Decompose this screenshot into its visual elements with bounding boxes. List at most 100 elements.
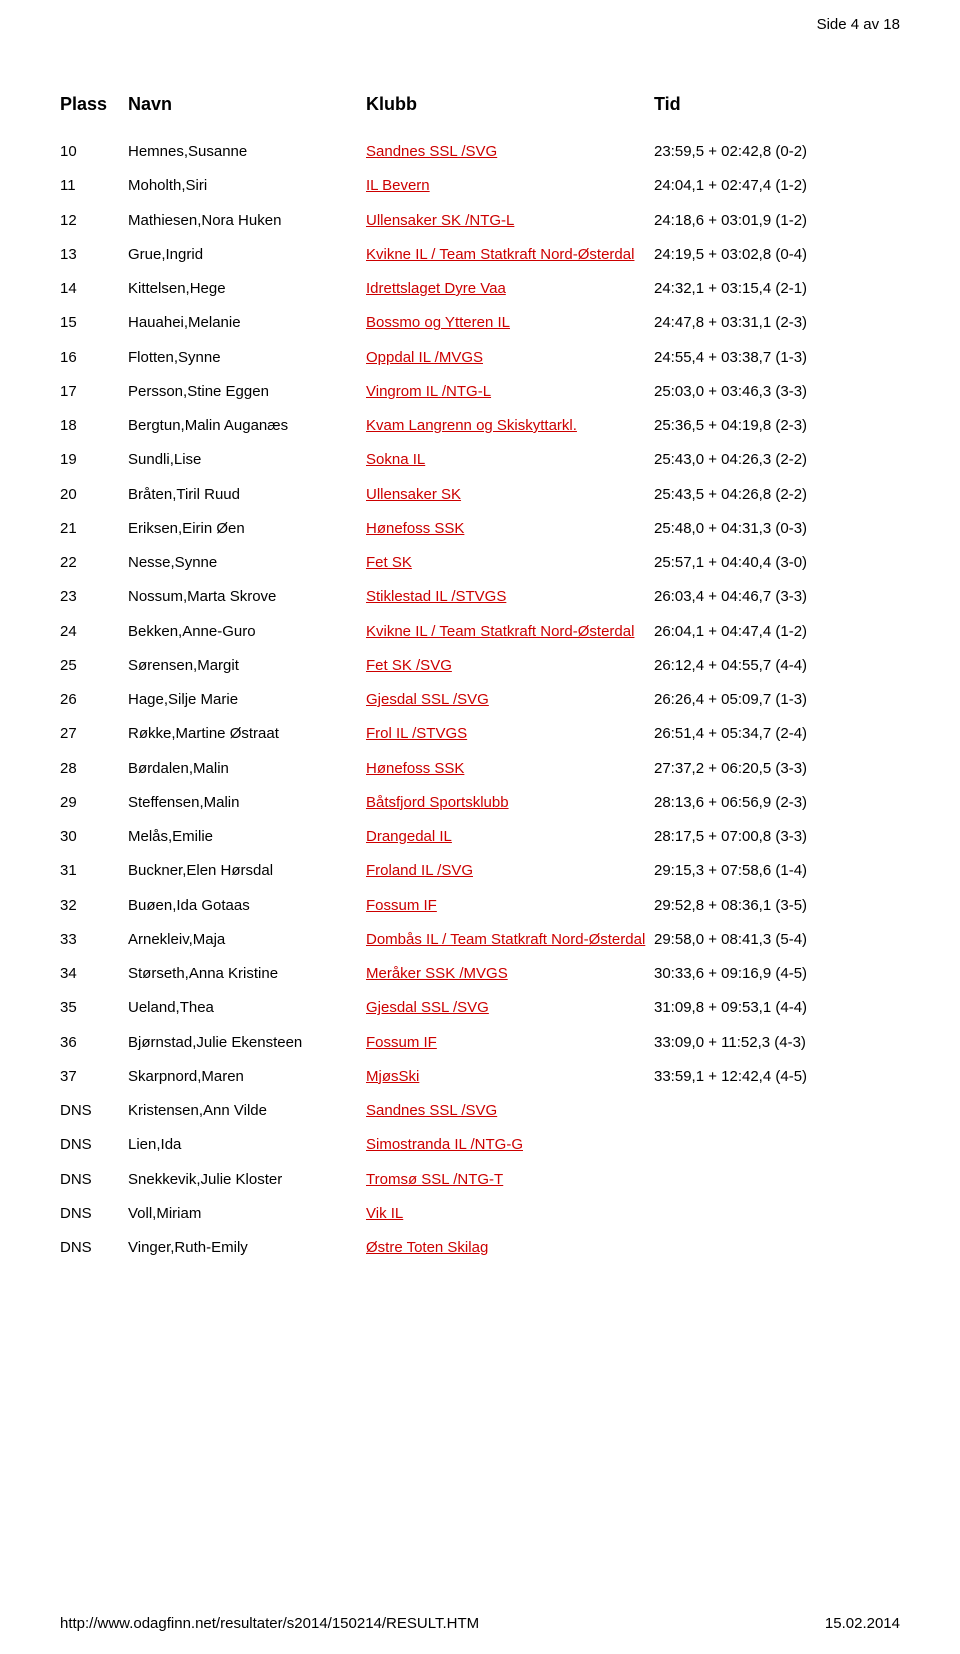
cell-tid: 26:26,4 + 05:09,7 (1-3) — [654, 683, 900, 717]
klubb-link[interactable]: Simostranda IL /NTG-G — [366, 1136, 523, 1153]
cell-tid: 28:17,5 + 07:00,8 (3-3) — [654, 820, 900, 854]
klubb-link[interactable]: Kvikne IL / Team Statkraft Nord-Østerdal — [366, 246, 634, 263]
klubb-link[interactable]: Hønefoss SSK — [366, 520, 464, 537]
klubb-link[interactable]: Meråker SSK /MVGS — [366, 965, 508, 982]
cell-klubb: Stiklestad IL /STVGS — [366, 580, 654, 614]
cell-plass: 15 — [60, 306, 128, 340]
klubb-link[interactable]: Ullensaker SK — [366, 486, 461, 503]
table-row: 15Hauahei,MelanieBossmo og Ytteren IL24:… — [60, 306, 900, 340]
cell-plass: 33 — [60, 923, 128, 957]
klubb-link[interactable]: Kvikne IL / Team Statkraft Nord-Østerdal — [366, 623, 634, 640]
cell-klubb: Sandnes SSL /SVG — [366, 135, 654, 169]
klubb-link[interactable]: Frol IL /STVGS — [366, 725, 467, 742]
cell-klubb: Fet SK — [366, 546, 654, 580]
cell-navn: Røkke,Martine Østraat — [128, 717, 366, 751]
klubb-link[interactable]: Kvam Langrenn og Skiskyttarkl. — [366, 417, 577, 434]
cell-tid: 25:03,0 + 03:46,3 (3-3) — [654, 375, 900, 409]
table-row: 36Bjørnstad,Julie EkensteenFossum IF33:0… — [60, 1026, 900, 1060]
table-row: 12Mathiesen,Nora HukenUllensaker SK /NTG… — [60, 204, 900, 238]
klubb-link[interactable]: Hønefoss SSK — [366, 760, 464, 777]
cell-tid: 24:55,4 + 03:38,7 (1-3) — [654, 341, 900, 375]
cell-klubb: Tromsø SSL /NTG-T — [366, 1163, 654, 1197]
klubb-link[interactable]: Østre Toten Skilag — [366, 1239, 488, 1256]
klubb-link[interactable]: Gjesdal SSL /SVG — [366, 999, 489, 1016]
klubb-link[interactable]: Idrettslaget Dyre Vaa — [366, 280, 506, 297]
klubb-link[interactable]: Froland IL /SVG — [366, 862, 473, 879]
footer-url: http://www.odagfinn.net/resultater/s2014… — [60, 1615, 479, 1632]
table-row: DNSLien,IdaSimostranda IL /NTG-G — [60, 1128, 900, 1162]
table-row: DNSVoll,MiriamVik IL — [60, 1197, 900, 1231]
table-row: 20Bråten,Tiril RuudUllensaker SK25:43,5 … — [60, 478, 900, 512]
klubb-link[interactable]: Båtsfjord Sportsklubb — [366, 794, 509, 811]
klubb-link[interactable]: Oppdal IL /MVGS — [366, 349, 483, 366]
klubb-link[interactable]: Drangedal IL — [366, 828, 452, 845]
cell-navn: Hage,Silje Marie — [128, 683, 366, 717]
cell-navn: Bråten,Tiril Ruud — [128, 478, 366, 512]
klubb-link[interactable]: Sandnes SSL /SVG — [366, 143, 497, 160]
cell-klubb: Kvam Langrenn og Skiskyttarkl. — [366, 409, 654, 443]
table-row: 25Sørensen,MargitFet SK /SVG26:12,4 + 04… — [60, 649, 900, 683]
table-row: 21Eriksen,Eirin ØenHønefoss SSK25:48,0 +… — [60, 512, 900, 546]
cell-plass: 28 — [60, 752, 128, 786]
klubb-link[interactable]: Tromsø SSL /NTG-T — [366, 1171, 503, 1188]
column-header-klubb: Klubb — [366, 88, 654, 135]
cell-tid: 28:13,6 + 06:56,9 (2-3) — [654, 786, 900, 820]
footer-date: 15.02.2014 — [825, 1615, 900, 1632]
klubb-link[interactable]: Fossum IF — [366, 897, 437, 914]
cell-tid — [654, 1094, 900, 1128]
cell-plass: 20 — [60, 478, 128, 512]
cell-navn: Lien,Ida — [128, 1128, 366, 1162]
cell-klubb: Hønefoss SSK — [366, 512, 654, 546]
klubb-link[interactable]: Sokna IL — [366, 451, 425, 468]
table-row: 16Flotten,SynneOppdal IL /MVGS24:55,4 + … — [60, 341, 900, 375]
klubb-link[interactable]: Vik IL — [366, 1205, 403, 1222]
cell-navn: Sørensen,Margit — [128, 649, 366, 683]
table-row: 29Steffensen,MalinBåtsfjord Sportsklubb2… — [60, 786, 900, 820]
klubb-link[interactable]: MjøsSki — [366, 1068, 419, 1085]
cell-klubb: Sokna IL — [366, 443, 654, 477]
cell-navn: Kristensen,Ann Vilde — [128, 1094, 366, 1128]
klubb-link[interactable]: Fet SK /SVG — [366, 657, 452, 674]
cell-navn: Flotten,Synne — [128, 341, 366, 375]
cell-plass: 14 — [60, 272, 128, 306]
cell-klubb: Dombås IL / Team Statkraft Nord-Østerdal — [366, 923, 654, 957]
cell-klubb: Frol IL /STVGS — [366, 717, 654, 751]
cell-navn: Arnekleiv,Maja — [128, 923, 366, 957]
table-row: 18Bergtun,Malin AuganæsKvam Langrenn og … — [60, 409, 900, 443]
klubb-link[interactable]: Ullensaker SK /NTG-L — [366, 212, 514, 229]
cell-plass: 32 — [60, 889, 128, 923]
cell-navn: Persson,Stine Eggen — [128, 375, 366, 409]
results-table: Plass Navn Klubb Tid 10Hemnes,SusanneSan… — [60, 88, 900, 1265]
cell-klubb: IL Bevern — [366, 169, 654, 203]
klubb-link[interactable]: Bossmo og Ytteren IL — [366, 314, 510, 331]
cell-tid: 29:58,0 + 08:41,3 (5-4) — [654, 923, 900, 957]
page-footer: http://www.odagfinn.net/resultater/s2014… — [60, 1615, 900, 1632]
cell-plass: 31 — [60, 854, 128, 888]
cell-klubb: Fet SK /SVG — [366, 649, 654, 683]
cell-klubb: Vingrom IL /NTG-L — [366, 375, 654, 409]
cell-navn: Størseth,Anna Kristine — [128, 957, 366, 991]
klubb-link[interactable]: Stiklestad IL /STVGS — [366, 588, 506, 605]
cell-plass: 23 — [60, 580, 128, 614]
klubb-link[interactable]: Gjesdal SSL /SVG — [366, 691, 489, 708]
cell-navn: Ueland,Thea — [128, 991, 366, 1025]
klubb-link[interactable]: Fet SK — [366, 554, 412, 571]
cell-tid — [654, 1231, 900, 1265]
table-row: 23Nossum,Marta SkroveStiklestad IL /STVG… — [60, 580, 900, 614]
klubb-link[interactable]: Vingrom IL /NTG-L — [366, 383, 491, 400]
klubb-link[interactable]: Fossum IF — [366, 1034, 437, 1051]
table-row: 26Hage,Silje MarieGjesdal SSL /SVG26:26,… — [60, 683, 900, 717]
klubb-link[interactable]: Sandnes SSL /SVG — [366, 1102, 497, 1119]
klubb-link[interactable]: Dombås IL / Team Statkraft Nord-Østerdal — [366, 931, 645, 948]
cell-klubb: Simostranda IL /NTG-G — [366, 1128, 654, 1162]
cell-klubb: Drangedal IL — [366, 820, 654, 854]
cell-plass: 36 — [60, 1026, 128, 1060]
klubb-link[interactable]: IL Bevern — [366, 177, 430, 194]
cell-navn: Moholth,Siri — [128, 169, 366, 203]
table-row: 33Arnekleiv,MajaDombås IL / Team Statkra… — [60, 923, 900, 957]
cell-plass: 35 — [60, 991, 128, 1025]
cell-tid: 29:52,8 + 08:36,1 (3-5) — [654, 889, 900, 923]
cell-plass: DNS — [60, 1094, 128, 1128]
cell-plass: 12 — [60, 204, 128, 238]
cell-plass: 21 — [60, 512, 128, 546]
